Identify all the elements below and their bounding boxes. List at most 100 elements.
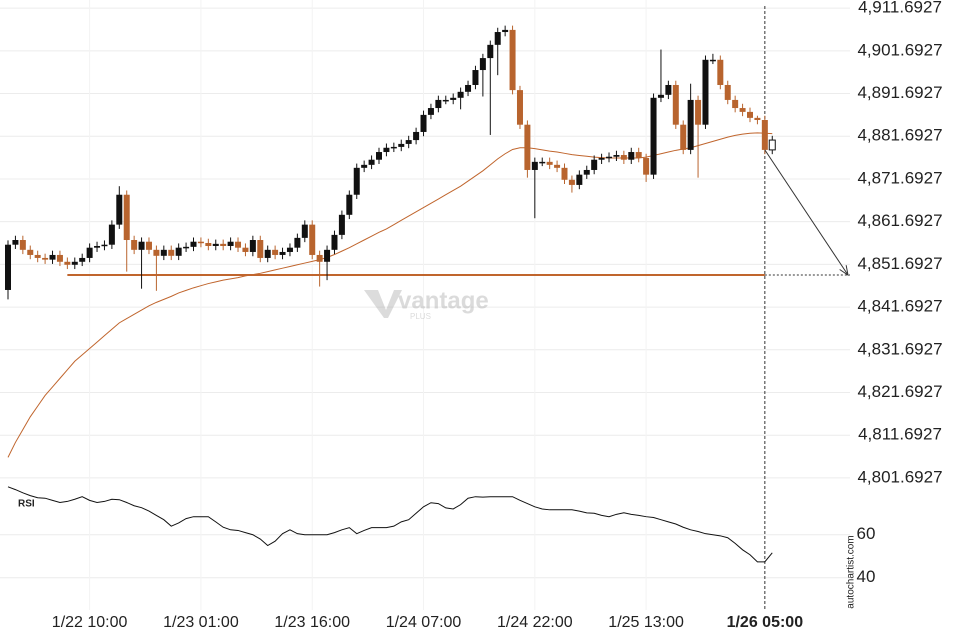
candle-body [479, 58, 486, 71]
candle-body [361, 164, 368, 168]
candle-body [732, 99, 739, 109]
candle-body [509, 29, 516, 91]
candle-body [123, 194, 130, 241]
candle-body [242, 247, 249, 252]
candle-body [613, 155, 620, 157]
candle-body [702, 59, 709, 125]
candle-body [131, 240, 138, 250]
candle-body [346, 194, 353, 215]
candle-body [376, 152, 382, 160]
candle-body [620, 155, 627, 160]
watermark-sub: PLUS [410, 312, 431, 321]
y-tick-label: 4,901.6927 [857, 40, 942, 59]
candle-body [398, 143, 405, 147]
candle-body [27, 249, 34, 255]
candle-body [19, 240, 26, 250]
candle-body [56, 254, 63, 262]
candle-body [680, 124, 687, 150]
candle-body [383, 147, 390, 153]
candle-body [405, 140, 412, 144]
credit: autochartist.com [846, 535, 857, 608]
candle-body [235, 241, 242, 248]
moving-average [7, 132, 773, 458]
candle-body [353, 167, 360, 195]
arrow-head [839, 265, 849, 277]
candle-body [539, 161, 546, 164]
candle-body [442, 99, 449, 102]
candle-body [709, 59, 716, 62]
candle-body [86, 247, 93, 258]
candle-body [739, 108, 746, 112]
rsi-line [7, 486, 773, 563]
x-tick-label: 1/24 22:00 [497, 614, 573, 631]
x-tick-label: 1/25 13:00 [608, 614, 684, 631]
y-tick-label: 4,831.6927 [857, 339, 942, 358]
candle-body [717, 59, 724, 85]
candle-body [457, 91, 464, 98]
candle-body [643, 158, 650, 175]
candle-body [450, 97, 457, 100]
candle-body [427, 108, 434, 115]
candle-body [650, 97, 657, 175]
watermark: vantage PLUS [364, 287, 489, 321]
rsi-tick-label: 40 [857, 567, 876, 586]
watermark-logo [364, 290, 402, 318]
candle-body [264, 249, 271, 258]
rsi-label: RSI [18, 499, 35, 510]
candle-body [34, 254, 41, 258]
candle-body [695, 99, 702, 125]
candle-body [294, 237, 301, 248]
y-tick-label: 4,821.6927 [857, 382, 942, 401]
candle-body [145, 241, 152, 250]
candle-body [390, 146, 397, 149]
candle-body [516, 90, 523, 125]
candle-body [561, 167, 568, 180]
candle-body [71, 261, 78, 265]
y-tick-label: 4,841.6927 [857, 297, 942, 316]
candle-body [502, 29, 509, 33]
candle-body [657, 94, 664, 98]
y-tick-label: 4,861.6927 [857, 211, 942, 230]
candle-body [286, 247, 293, 252]
candle-body [301, 224, 308, 238]
candle-body [472, 70, 479, 85]
watermark-brand: vantage [398, 287, 489, 314]
candle-body [49, 254, 56, 260]
candle-body [116, 194, 123, 225]
y-tick-label: 4,871.6927 [857, 168, 942, 187]
candle-body [64, 261, 71, 265]
candle-body [413, 131, 420, 141]
candle-body [272, 249, 279, 255]
candle-body [554, 164, 561, 168]
candle-body [576, 174, 583, 185]
candle-body [768, 139, 776, 151]
candle-body [524, 124, 531, 170]
candle-body [598, 158, 605, 160]
rsi-tick-label: 60 [857, 524, 876, 543]
candle-body [546, 161, 553, 165]
candle-body [42, 257, 49, 260]
x-tick-label: 1/22 10:00 [52, 614, 128, 631]
y-tick-label: 4,801.6927 [857, 467, 942, 486]
candle-body [183, 246, 190, 249]
candle-body [5, 244, 11, 290]
candle-body [205, 242, 212, 246]
y-tick-label: 4,851.6927 [857, 254, 942, 273]
y-tick-label: 4,881.6927 [857, 126, 942, 145]
y-tick-label: 4,911.6927 [858, 0, 942, 17]
candle-body [754, 117, 761, 121]
candle-body [279, 251, 286, 255]
candle-body [197, 241, 204, 244]
candle-body [338, 214, 345, 235]
candle-body [175, 247, 182, 256]
candle-body [79, 257, 86, 262]
candle-body [138, 241, 145, 250]
plot [5, 6, 850, 610]
candle-body [591, 159, 598, 170]
candle-body [168, 249, 175, 256]
candle-body [487, 44, 494, 59]
x-tick-label: 1/24 07:00 [386, 614, 462, 631]
candle-body [108, 224, 115, 245]
